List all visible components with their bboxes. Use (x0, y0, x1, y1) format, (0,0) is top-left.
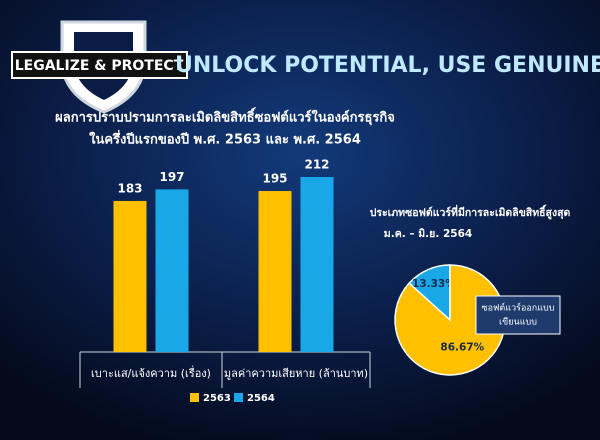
slice-label: 13.33% (412, 278, 456, 290)
annotation-box (475, 295, 561, 335)
chart-title: ในครึ่งปีแรกของปี พ.ศ. 2563 และ พ.ศ. 256… (89, 130, 361, 148)
headline: UNLOCK POTENTIAL, USE GENUINE (175, 53, 600, 78)
annotation: ซอฟต์แวร์ออกแบบ (482, 302, 555, 314)
x-tick-label: เบาะแส/แจ้งความ (เรื่อง) (91, 365, 211, 380)
data-label: 195 (262, 172, 287, 186)
legend-label: 2563 (203, 393, 231, 404)
x-tick-label: มูลค่าความเสียหาย (ล้านบาท) (224, 367, 368, 380)
data-label: 183 (117, 181, 142, 195)
pie-slice (394, 264, 506, 376)
logo-text: LEGALIZE & PROTECT (15, 58, 184, 74)
annotation: เขียนแบบ (499, 317, 537, 328)
logo: LEGALIZE & PROTECT (11, 20, 188, 114)
legend-label: 2564 (247, 393, 275, 404)
bar (300, 177, 334, 352)
chart-title: ประเภทซอฟต์แวร์ที่มีการละเมิดลิขสิทธิ์สู… (370, 204, 571, 220)
data-label: 197 (159, 170, 184, 184)
slice-label: 86.67% (440, 342, 484, 354)
bar (258, 191, 292, 352)
chart-title: ม.ค. – มิ.ย. 2564 (384, 228, 472, 240)
logo-banner (11, 51, 188, 79)
data-label: 212 (304, 158, 329, 172)
bar (155, 189, 189, 352)
legend-swatch (190, 393, 199, 402)
legend-swatch (234, 393, 243, 402)
chart-title: ผลการปราบปรามการละเมิดลิขสิทธิ์ซอฟต์แวร์… (55, 107, 395, 126)
bar (113, 200, 147, 352)
